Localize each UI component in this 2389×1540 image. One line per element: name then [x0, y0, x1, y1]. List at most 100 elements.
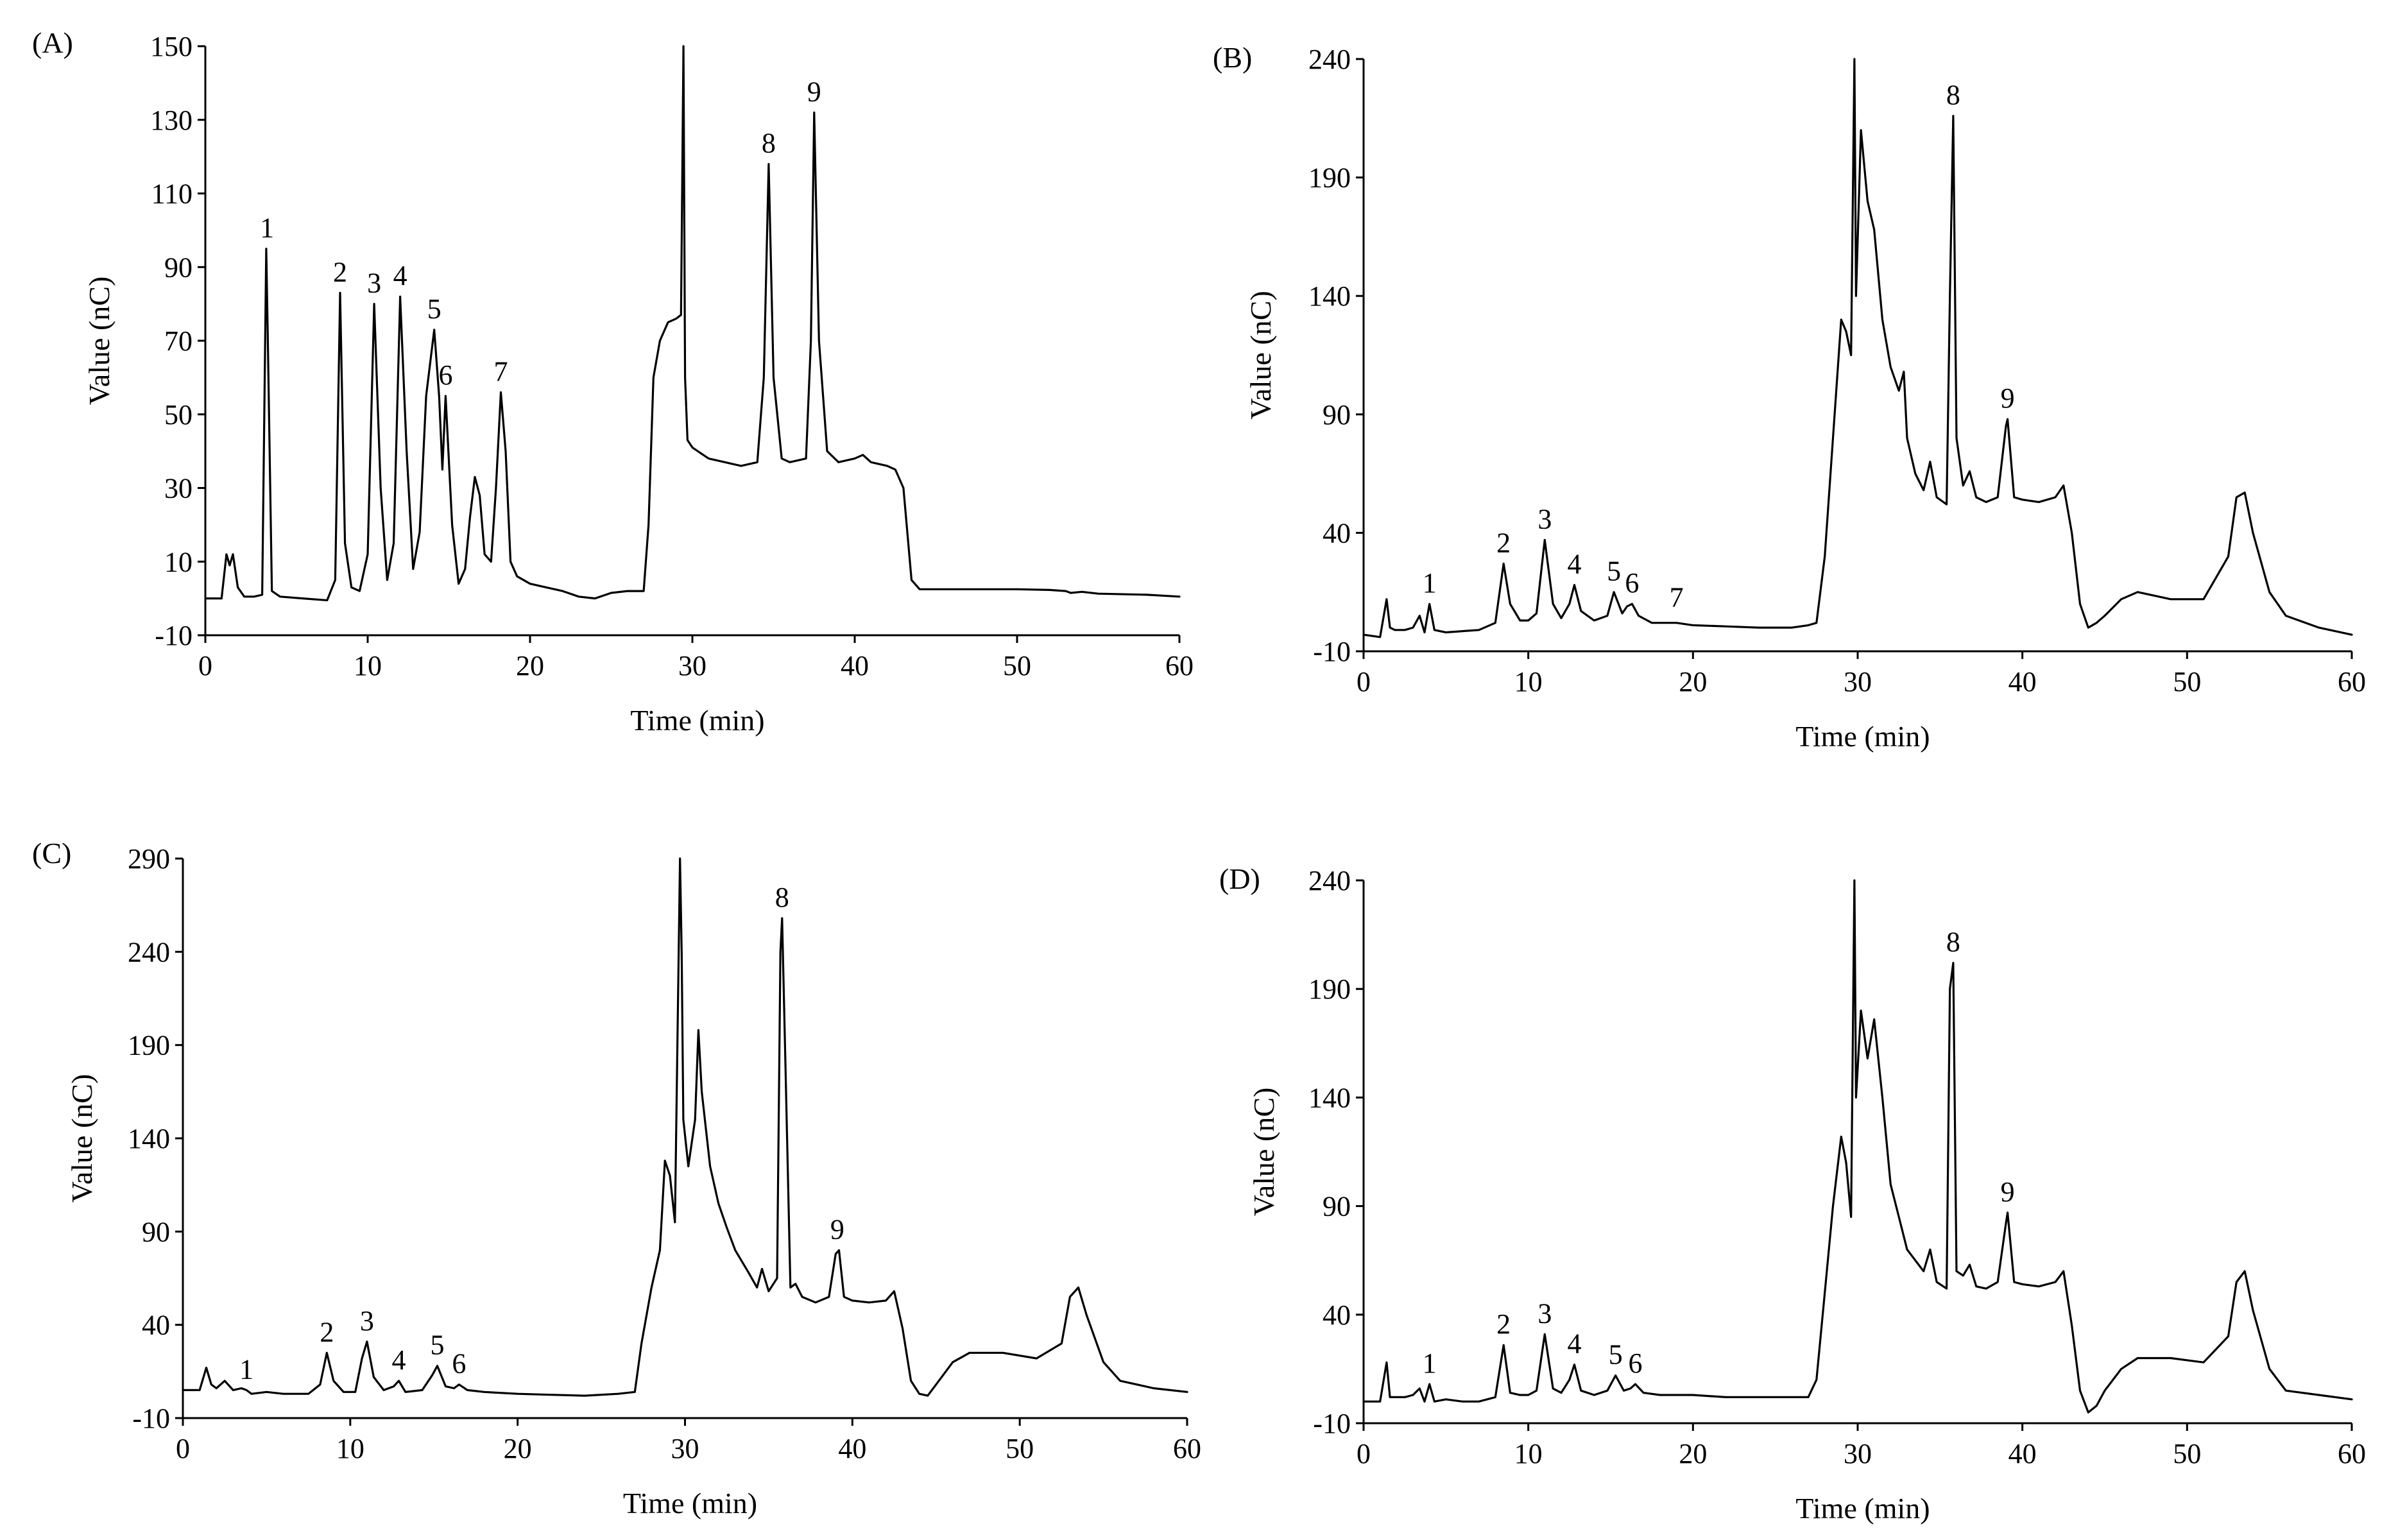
y-tick-label: -10 [132, 1403, 170, 1434]
chart-panel-b: -10 40 90 140 190 240 0 10 20 30 40 50 60 Time (min) V… [1213, 41, 2366, 753]
chromatogram-trace [204, 45, 1181, 602]
chart-panel-c: -10 40 90 140 190 240 290 0 10 20 30 40 50 60 Time (mi… [32, 837, 1201, 1519]
peak-label: 4 [393, 260, 407, 291]
peak-label: 1 [260, 212, 274, 244]
x-tick-label: 30 [678, 650, 706, 681]
y-axis-title: Value (nC) [83, 277, 116, 406]
y-tick-label: 110 [151, 178, 193, 210]
panel-label: (D) [1219, 862, 1260, 895]
y-tick-label: -10 [1313, 636, 1351, 667]
x-tick-label: 20 [1679, 1438, 1707, 1469]
peak-label: 1 [239, 1353, 253, 1385]
panel-label: (C) [32, 837, 71, 869]
peak-label: 6 [1629, 1348, 1643, 1379]
peak-label: 3 [1537, 503, 1552, 535]
x-tick-label: 0 [176, 1433, 190, 1464]
peak-label: 4 [1568, 549, 1582, 580]
y-tick-label: 40 [142, 1310, 170, 1341]
chromatogram-trace [1362, 58, 2353, 638]
peak-label: 4 [1568, 1328, 1582, 1360]
peak-label: 4 [391, 1344, 406, 1376]
peak-label: 3 [360, 1305, 374, 1337]
x-tick-label: 20 [1679, 666, 1707, 697]
y-tick-label: 70 [164, 325, 193, 357]
y-tick-label: 40 [1323, 1299, 1351, 1331]
y-tick-label: 240 [1308, 44, 1351, 75]
chromatogram-trace [182, 857, 1188, 1397]
y-axis-title: Value (nC) [1244, 291, 1277, 420]
y-tick-label: 140 [1308, 1082, 1351, 1113]
peak-label: 5 [1607, 556, 1621, 587]
x-tick-label: 50 [1006, 1433, 1034, 1464]
y-tick-label: 190 [128, 1030, 170, 1061]
y-tick-label: 150 [150, 31, 193, 62]
y-tick-label: 140 [1308, 280, 1351, 312]
peak-label: 6 [1625, 567, 1639, 599]
chart-panel-d: -10 40 90 140 190 240 0 10 20 30 40 50 60 Time (min) V… [1219, 862, 2366, 1525]
y-axis-title: Value (nC) [1247, 1088, 1280, 1217]
peak-label: 8 [1946, 80, 1960, 111]
peak-label: 5 [427, 293, 441, 325]
y-tick-label: 240 [128, 936, 170, 968]
y-axis-title: Value (nC) [65, 1074, 98, 1203]
x-tick-label: 10 [1514, 666, 1543, 697]
peak-label: 5 [430, 1330, 444, 1361]
y-tick-label: 190 [1308, 162, 1351, 194]
x-tick-label: 60 [2338, 1438, 2366, 1469]
peak-label: 6 [452, 1348, 466, 1380]
x-axis-title: Time (min) [1795, 720, 1930, 753]
y-tick-label: 190 [1308, 973, 1351, 1005]
x-tick-label: 50 [2173, 666, 2201, 697]
y-tick-label: 290 [128, 843, 170, 875]
y-tick-label: -10 [1313, 1408, 1351, 1439]
x-tick-label: 30 [1844, 1438, 1872, 1469]
x-tick-label: 50 [2173, 1438, 2201, 1469]
peak-label: 9 [830, 1213, 844, 1245]
x-axis-title: Time (min) [630, 704, 764, 737]
peak-label: 8 [775, 882, 789, 913]
peak-label: 9 [2001, 1176, 2015, 1208]
peak-label: 3 [367, 268, 381, 299]
x-tick-label: 0 [1357, 666, 1371, 697]
x-tick-label: 20 [504, 1433, 532, 1464]
x-tick-label: 60 [1165, 650, 1194, 681]
peak-label: 2 [1496, 1308, 1511, 1340]
y-tick-label: 90 [1323, 1191, 1351, 1222]
x-tick-label: 10 [1514, 1438, 1543, 1469]
x-tick-label: 10 [354, 650, 382, 681]
x-axis-title: Time (min) [623, 1487, 757, 1519]
y-tick-label: -10 [155, 620, 193, 651]
y-tick-label: 240 [1308, 865, 1351, 896]
peak-label: 9 [807, 76, 821, 107]
y-tick-label: 30 [164, 473, 193, 504]
peak-label: 5 [1609, 1339, 1623, 1371]
peak-label: 6 [438, 359, 452, 391]
peak-label: 2 [1496, 527, 1511, 558]
y-tick-label: 130 [150, 105, 193, 136]
peak-label: 7 [493, 355, 508, 387]
x-tick-label: 40 [838, 1433, 866, 1464]
x-tick-label: 10 [336, 1433, 364, 1464]
peak-label: 8 [762, 128, 776, 159]
x-tick-label: 20 [516, 650, 544, 681]
peak-label: 7 [1670, 581, 1684, 613]
y-tick-label: 90 [164, 252, 193, 283]
x-tick-label: 50 [1003, 650, 1031, 681]
y-tick-label: 90 [142, 1216, 170, 1247]
peak-label: 1 [1423, 567, 1437, 599]
peak-label: 8 [1946, 927, 1960, 958]
peak-label: 2 [320, 1316, 334, 1348]
y-tick-label: 50 [164, 399, 193, 431]
y-tick-label: 140 [128, 1123, 170, 1154]
peak-label: 9 [2001, 382, 2015, 414]
x-tick-label: 0 [198, 650, 212, 681]
chart-panel-a: -10 10 30 50 70 90 110 130 150 0 10 20 30 40 50 60 Time … [32, 26, 1194, 737]
x-tick-label: 60 [2338, 666, 2366, 697]
x-tick-label: 0 [1357, 1438, 1371, 1469]
x-tick-label: 30 [1844, 666, 1872, 697]
peak-label: 3 [1537, 1297, 1552, 1329]
x-tick-label: 40 [2008, 666, 2037, 697]
x-tick-label: 60 [1173, 1433, 1201, 1464]
x-tick-label: 40 [2008, 1438, 2037, 1469]
